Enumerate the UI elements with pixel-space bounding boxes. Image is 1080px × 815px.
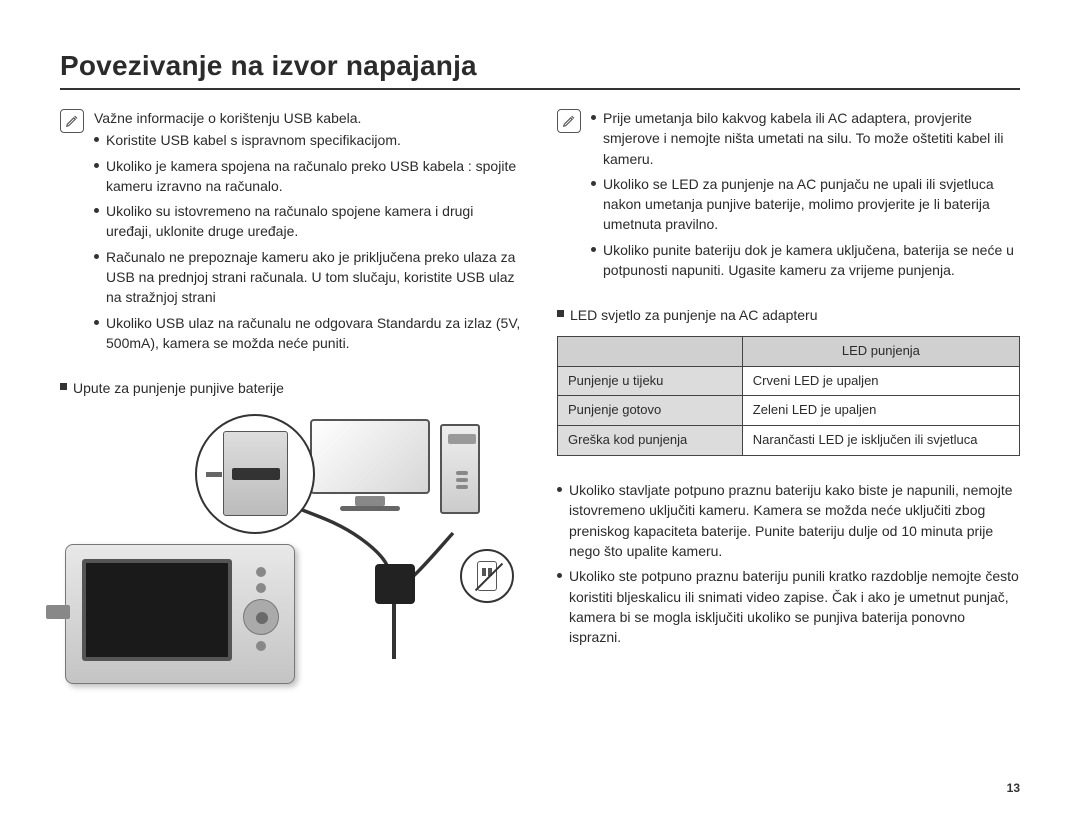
ac-adapter-icon	[375, 564, 415, 604]
led-table-heading: LED svjetlo za punjenje na AC adapteru	[557, 305, 1020, 325]
camera-icon	[65, 544, 295, 684]
led-row-value: Narančasti LED je isključen ili svjetluc…	[742, 426, 1019, 456]
led-table-header: LED punjenja	[742, 336, 1019, 366]
pencil-note-icon	[557, 109, 581, 133]
usb-note-item: Računalo ne prepoznaje kameru ako je pri…	[94, 247, 523, 308]
charging-instructions-heading: Upute za punjenje punjive baterije	[60, 378, 523, 398]
led-row-label: Punjenje u tijeku	[558, 366, 743, 396]
left-column: Važne informacije o korištenju USB kabel…	[60, 108, 523, 689]
right-column: Prije umetanja bilo kakvog kabela ili AC…	[557, 108, 1020, 689]
usb-note-lead: Važne informacije o korištenju USB kabel…	[94, 108, 523, 128]
zoom-detail-icon	[195, 414, 315, 534]
usb-note-item: Koristite USB kabel s ispravnom specifik…	[94, 130, 523, 150]
led-row-value: Crveni LED je upaljen	[742, 366, 1019, 396]
led-status-table: LED punjenja Punjenje u tijeku Crveni LE…	[557, 336, 1020, 456]
no-outlet-icon	[460, 549, 514, 603]
ac-note-item: Ukoliko punite bateriju dok je kamera uk…	[591, 240, 1020, 281]
pencil-note-icon	[60, 109, 84, 133]
led-row-value: Zeleni LED je upaljen	[742, 396, 1019, 426]
ac-note-item: Ukoliko se LED za punjenje na AC punjaču…	[591, 174, 1020, 235]
page-title: Povezivanje na izvor napajanja	[60, 50, 1020, 90]
usb-note-item: Ukoliko USB ulaz na računalu ne odgovara…	[94, 313, 523, 354]
charging-illustration	[60, 409, 490, 689]
note-box-usb: Važne informacije o korištenju USB kabel…	[60, 108, 523, 358]
led-table-empty-header	[558, 336, 743, 366]
led-row-label: Punjenje gotovo	[558, 396, 743, 426]
usb-note-item: Ukoliko je kamera spojena na računalo pr…	[94, 156, 523, 197]
ac-note-list: Prije umetanja bilo kakvog kabela ili AC…	[591, 108, 1020, 280]
page-number: 13	[1007, 781, 1020, 795]
note-box-ac: Prije umetanja bilo kakvog kabela ili AC…	[557, 108, 1020, 285]
extra-note-item: Ukoliko ste potpuno praznu bateriju puni…	[557, 566, 1020, 647]
extra-note-item: Ukoliko stavljate potpuno praznu baterij…	[557, 480, 1020, 561]
led-row-label: Greška kod punjenja	[558, 426, 743, 456]
usb-note-list: Koristite USB kabel s ispravnom specifik…	[94, 130, 523, 353]
ac-note-item: Prije umetanja bilo kakvog kabela ili AC…	[591, 108, 1020, 169]
extra-notes-list: Ukoliko stavljate potpuno praznu baterij…	[557, 480, 1020, 647]
usb-note-item: Ukoliko su istovremeno na računalo spoje…	[94, 201, 523, 242]
